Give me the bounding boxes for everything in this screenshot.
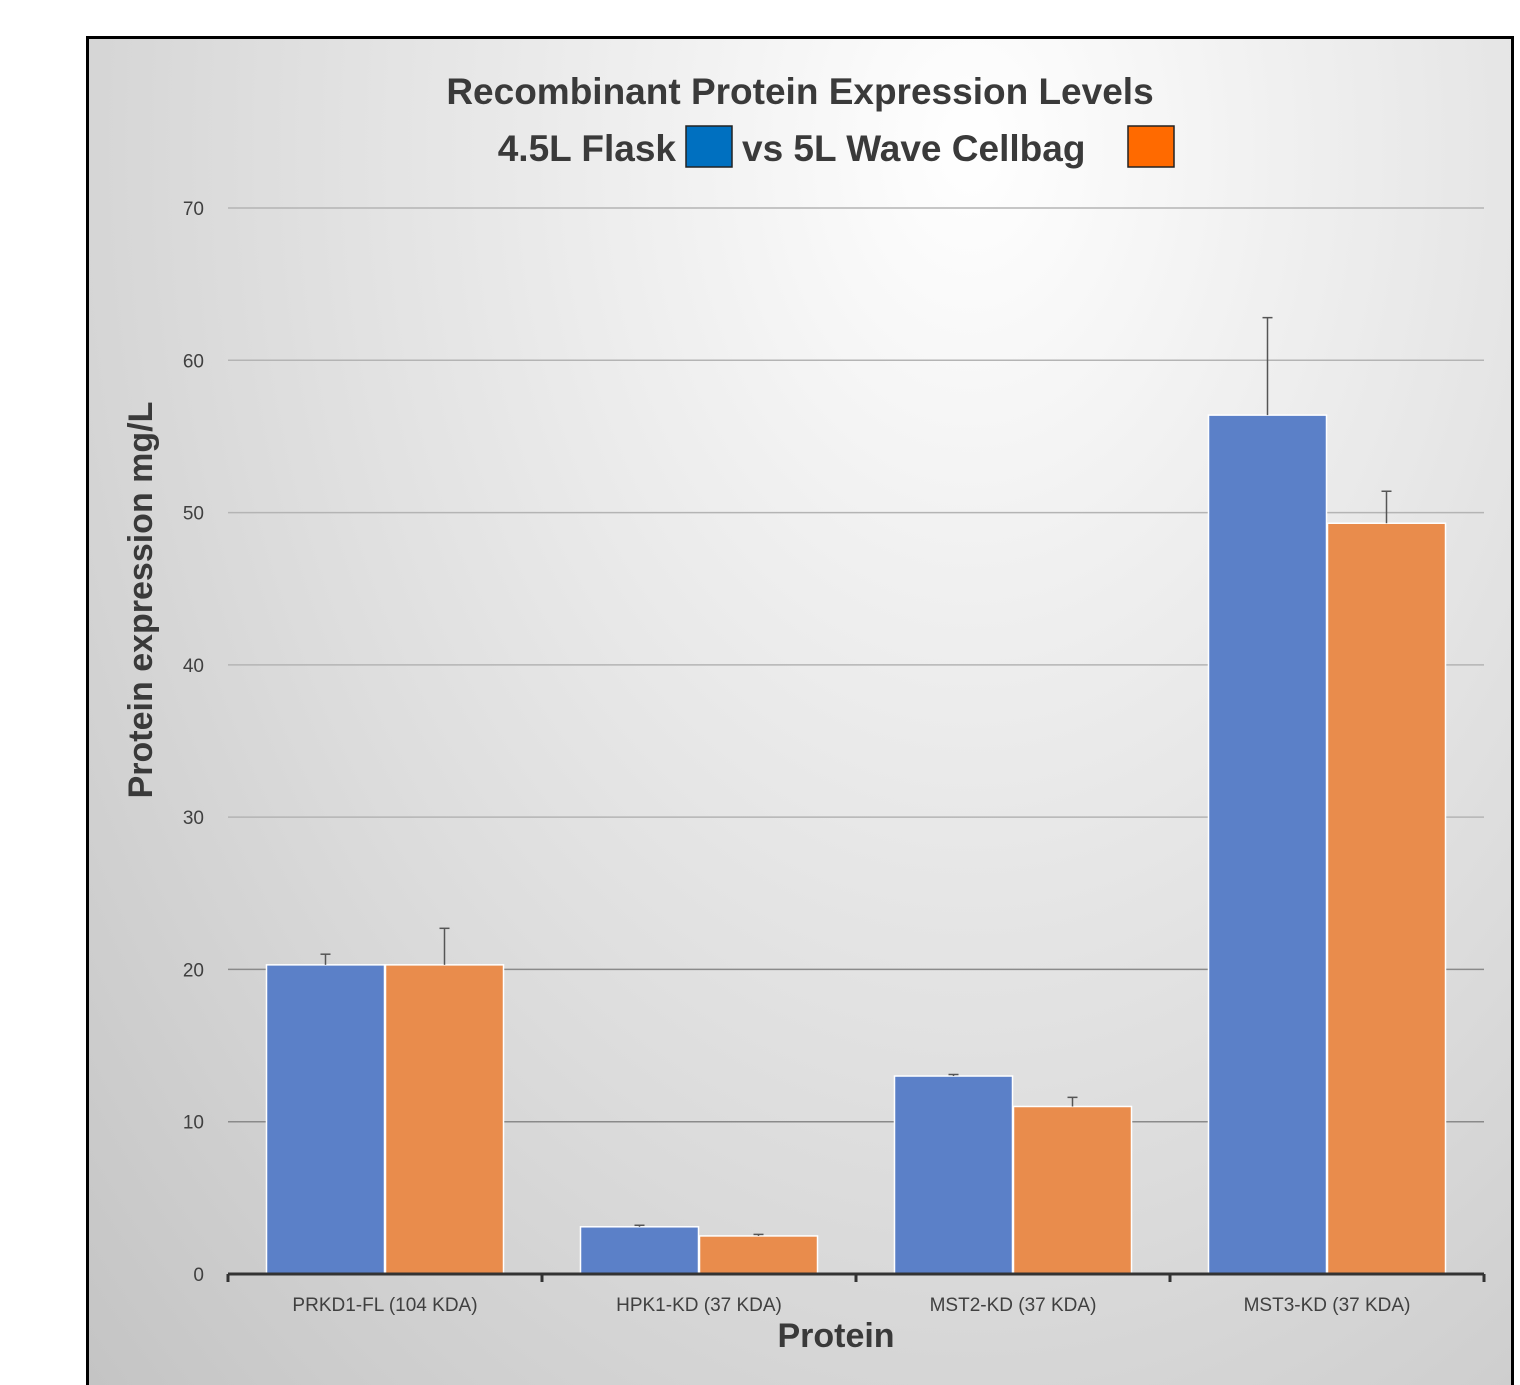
- subtitle-series-1-label: 4.5L Flask: [498, 128, 677, 169]
- chart-subtitle: 4.5L Flask vs 5L Wave Cellbag: [498, 125, 1175, 169]
- x-category-label: MST2-KD (37 KDA): [930, 1295, 1097, 1316]
- x-axis-categories: PRKD1-FL (104 KDA) HPK1-KD (37 KDA) MST2-K…: [292, 1295, 1410, 1316]
- bars: [265, 414, 1447, 1275]
- bar-cellbag: [1012, 1105, 1133, 1275]
- error-bars: [320, 316, 1392, 1236]
- y-tick-label: 50: [183, 504, 204, 525]
- y-axis-ticks: 0 10 20 30 40 50 60 70: [183, 199, 204, 1286]
- x-axis-title: Protein: [777, 1317, 894, 1355]
- bar-cellbag: [1326, 522, 1447, 1275]
- bar-flask: [579, 1226, 700, 1275]
- bar-flask: [265, 964, 386, 1275]
- y-axis-title: Protein expression mg/L: [122, 402, 160, 799]
- y-tick-label: 0: [193, 1265, 204, 1286]
- bar-cellbag: [698, 1235, 819, 1275]
- x-axis: [226, 1272, 1486, 1282]
- y-tick-label: 60: [183, 351, 204, 372]
- y-tick-label: 10: [183, 1113, 204, 1134]
- x-category-label: PRKD1-FL (104 KDA): [292, 1295, 477, 1316]
- bar-cellbag: [384, 964, 505, 1275]
- chart-title: Recombinant Protein Expression Levels: [446, 71, 1153, 112]
- y-tick-label: 70: [183, 199, 204, 220]
- x-category-label: MST3-KD (37 KDA): [1244, 1295, 1411, 1316]
- bar-flask: [893, 1075, 1014, 1275]
- bar-flask: [1207, 414, 1328, 1275]
- y-tick-label: 20: [183, 960, 204, 981]
- subtitle-series-2-label: vs 5L Wave Cellbag: [742, 128, 1085, 169]
- x-category-label: HPK1-KD (37 KDA): [616, 1295, 782, 1316]
- legend-swatch-flask: [685, 125, 733, 168]
- legend-swatch-cellbag: [1127, 125, 1175, 168]
- y-tick-label: 30: [183, 808, 204, 829]
- y-tick-label: 40: [183, 656, 204, 677]
